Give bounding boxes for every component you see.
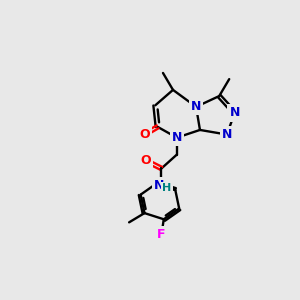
- Text: N: N: [172, 131, 182, 144]
- Text: N: N: [230, 106, 240, 119]
- Text: O: O: [139, 128, 150, 141]
- Text: N: N: [222, 128, 232, 141]
- Text: F: F: [157, 228, 166, 241]
- Text: O: O: [141, 154, 152, 167]
- Text: N: N: [191, 100, 201, 113]
- Text: N: N: [154, 179, 164, 192]
- Text: H: H: [162, 183, 172, 193]
